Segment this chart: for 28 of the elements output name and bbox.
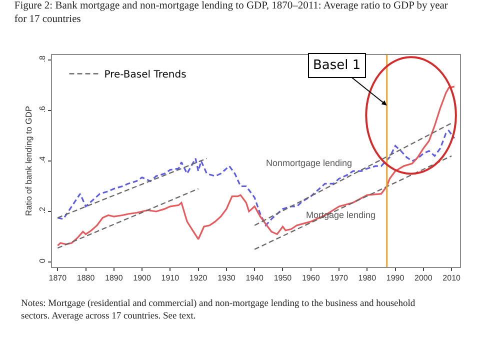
x-tick-label: 1980 <box>358 274 377 283</box>
x-tick-label: 1870 <box>48 274 68 283</box>
line-series <box>56 130 456 226</box>
line-series <box>56 86 456 246</box>
y-tick-label: 0 <box>38 258 47 263</box>
x-tick-label: 2010 <box>442 274 462 283</box>
x-tick-label: 2000 <box>414 274 433 283</box>
x-tick-label: 1890 <box>105 274 124 283</box>
y-axis-title: Ratio of bank lending to GDP <box>23 106 34 216</box>
x-tick-label: 1960 <box>302 274 320 283</box>
chart-title: Figure 2: Bank mortgage and non-mortgage lending to GDP, 1870–2011: Average ratio to GDP by year for 17 countries <box>14 0 448 26</box>
annotation: Basel 1 <box>313 58 361 73</box>
x-tick-label: 1940 <box>246 274 264 283</box>
x-tick-label: 1950 <box>274 274 292 283</box>
annotation: Nonmortgage lending <box>266 158 352 168</box>
y-tick-label: .8 <box>38 54 47 62</box>
x-tick-label: 1990 <box>386 274 405 283</box>
y-tick-label: .4 <box>38 156 47 164</box>
y-tick-label: .6 <box>38 105 47 113</box>
text: Notes: Mortgage (residential and commercial) and non-mortgage lending to the business and household sectors. Average across 17 countries. See text. <box>21 299 416 322</box>
legend-label: Pre-Basel Trends <box>104 70 186 81</box>
x-tick-label: 1930 <box>218 274 236 283</box>
x-tick-label: 1920 <box>189 274 208 283</box>
x-tick-label: 1970 <box>330 274 348 283</box>
x-tick-label: 1880 <box>76 274 96 283</box>
x-tick-label: 1900 <box>133 274 152 283</box>
y-tick-label: .2 <box>38 206 47 214</box>
x-tick-label: 1910 <box>161 274 180 283</box>
